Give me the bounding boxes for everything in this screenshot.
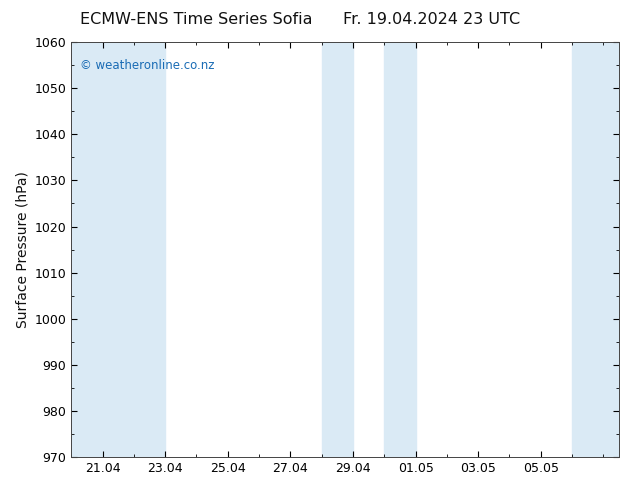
Text: ECMW-ENS Time Series Sofia: ECMW-ENS Time Series Sofia	[81, 12, 313, 27]
Bar	[134, 42, 165, 457]
Bar	[321, 42, 353, 457]
Bar	[572, 42, 604, 457]
Y-axis label: Surface Pressure (hPa): Surface Pressure (hPa)	[15, 171, 29, 328]
Bar	[71, 42, 134, 457]
Text: © weatheronline.co.nz: © weatheronline.co.nz	[79, 59, 214, 72]
Bar	[604, 42, 619, 457]
Text: Fr. 19.04.2024 23 UTC: Fr. 19.04.2024 23 UTC	[342, 12, 520, 27]
Bar	[384, 42, 415, 457]
